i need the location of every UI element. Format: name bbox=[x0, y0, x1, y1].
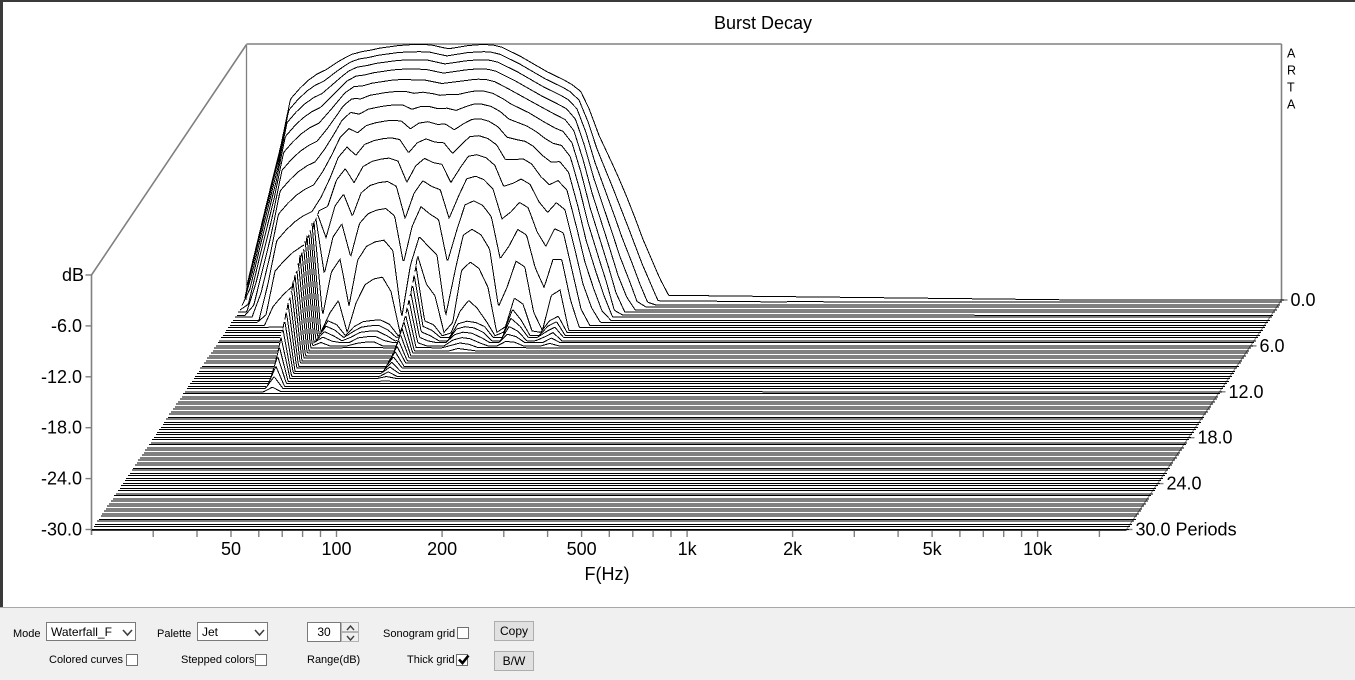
svg-text:-18.0: -18.0 bbox=[41, 418, 82, 438]
svg-text:200: 200 bbox=[427, 539, 457, 559]
svg-text:30.0 Periods: 30.0 Periods bbox=[1136, 520, 1237, 540]
svg-text:6.0: 6.0 bbox=[1260, 336, 1285, 356]
svg-text:T: T bbox=[1287, 81, 1295, 95]
svg-text:-24.0: -24.0 bbox=[41, 469, 82, 489]
svg-text:F(Hz): F(Hz) bbox=[585, 564, 630, 584]
svg-text:500: 500 bbox=[567, 539, 597, 559]
svg-text:0.0: 0.0 bbox=[1291, 290, 1316, 310]
svg-text:12.0: 12.0 bbox=[1229, 382, 1264, 402]
svg-text:100: 100 bbox=[321, 539, 351, 559]
svg-text:-6.0: -6.0 bbox=[51, 316, 82, 336]
svg-text:24.0: 24.0 bbox=[1167, 474, 1202, 494]
svg-text:10k: 10k bbox=[1023, 539, 1053, 559]
svg-text:1k: 1k bbox=[678, 539, 698, 559]
svg-text:dB: dB bbox=[62, 265, 84, 285]
svg-text:18.0: 18.0 bbox=[1198, 428, 1233, 448]
svg-text:-12.0: -12.0 bbox=[41, 367, 82, 387]
svg-text:5k: 5k bbox=[923, 539, 943, 559]
svg-text:A: A bbox=[1287, 98, 1296, 112]
svg-text:Burst Decay: Burst Decay bbox=[714, 13, 812, 33]
svg-text:50: 50 bbox=[221, 539, 241, 559]
svg-text:2k: 2k bbox=[783, 539, 803, 559]
svg-text:-30.0: -30.0 bbox=[41, 520, 82, 540]
svg-text:R: R bbox=[1287, 64, 1296, 78]
svg-text:A: A bbox=[1287, 47, 1296, 61]
